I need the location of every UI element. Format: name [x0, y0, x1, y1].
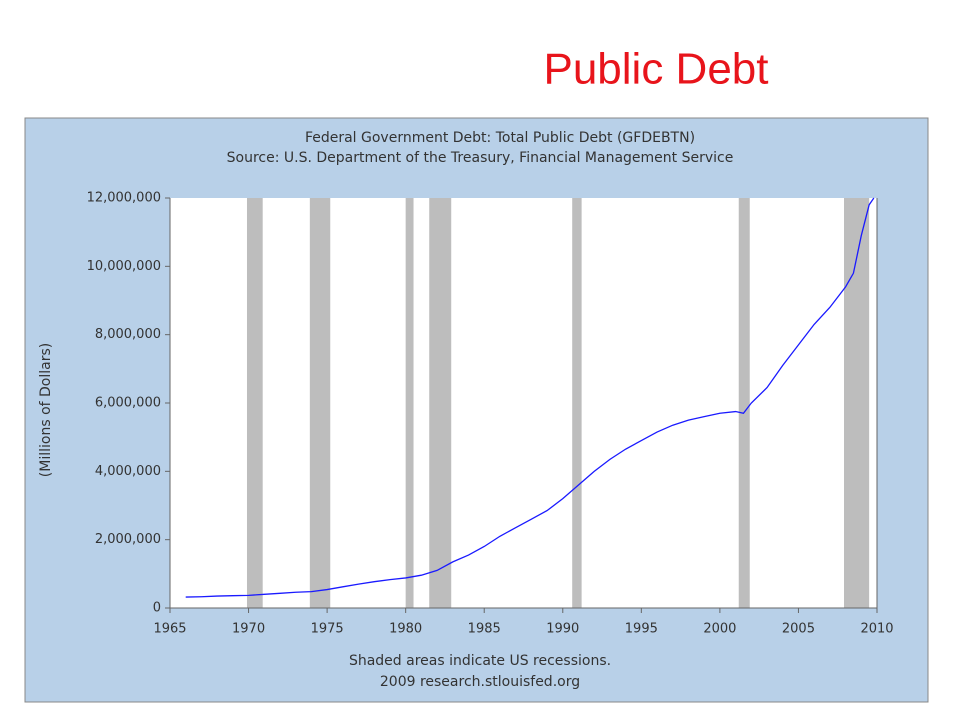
y-tick-label: 2,000,000	[95, 532, 161, 547]
recession-band	[572, 198, 582, 608]
y-tick-label: 8,000,000	[95, 327, 161, 342]
recession-band	[738, 198, 750, 608]
recession-band	[246, 198, 263, 608]
debt-line	[185, 197, 875, 598]
y-tick-label: 12,000,000	[87, 191, 161, 206]
recession-band	[309, 198, 331, 608]
x-tick-label: 1980	[389, 622, 422, 637]
x-tick-label: 2010	[860, 622, 893, 637]
slide-title: Public Debt	[543, 45, 768, 94]
plot-frame	[169, 198, 878, 609]
note: 2009 research.stlouisfed.org	[380, 674, 580, 690]
y-tick-label: 10,000,000	[87, 259, 161, 274]
y-tick-label: 4,000,000	[95, 464, 161, 479]
y-axis-label: (Millions of Dollars)	[38, 343, 54, 477]
recession-band	[844, 198, 870, 608]
y-tick-label: 0	[153, 601, 161, 616]
chart-title: Federal Government Debt: Total Public De…	[305, 130, 695, 146]
recession-band	[405, 198, 414, 608]
x-tick-label: 1990	[546, 622, 579, 637]
x-tick-label: 2000	[703, 622, 736, 637]
x-tick-label: 1965	[153, 622, 186, 637]
x-tick-label: 2005	[782, 622, 815, 637]
note: Shaded areas indicate US recessions.	[349, 653, 611, 669]
x-tick-label: 1985	[468, 622, 501, 637]
x-tick-label: 1995	[625, 622, 658, 637]
y-tick-label: 6,000,000	[95, 396, 161, 411]
chart-subtitle: Source: U.S. Department of the Treasury,…	[227, 150, 734, 166]
recession-band	[429, 198, 452, 608]
plot-area	[170, 198, 877, 608]
x-tick-label: 1970	[232, 622, 265, 637]
x-tick-label: 1975	[311, 622, 344, 637]
